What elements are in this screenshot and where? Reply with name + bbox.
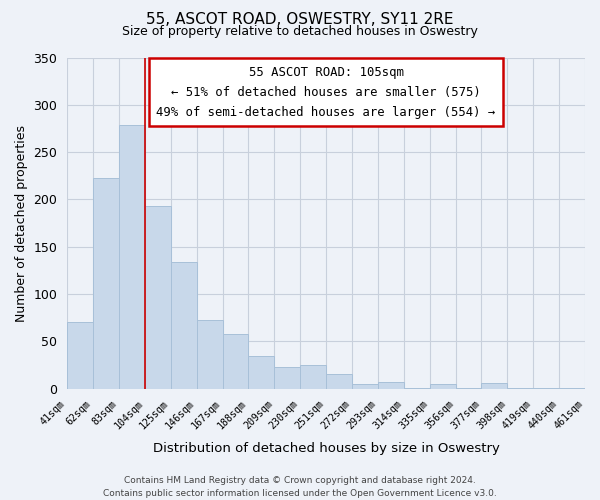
- Bar: [197, 320, 223, 388]
- Text: Size of property relative to detached houses in Oswestry: Size of property relative to detached ho…: [122, 25, 478, 38]
- Bar: [145, 206, 171, 388]
- Bar: [171, 262, 197, 388]
- Bar: [300, 365, 326, 388]
- Bar: [274, 367, 300, 388]
- Text: 55 ASCOT ROAD: 105sqm
← 51% of detached houses are smaller (575)
49% of semi-det: 55 ASCOT ROAD: 105sqm ← 51% of detached …: [157, 66, 496, 119]
- Bar: [248, 356, 274, 388]
- Bar: [378, 382, 404, 388]
- Bar: [93, 178, 119, 388]
- Bar: [430, 384, 455, 388]
- Y-axis label: Number of detached properties: Number of detached properties: [15, 124, 28, 322]
- Bar: [223, 334, 248, 388]
- Text: 55, ASCOT ROAD, OSWESTRY, SY11 2RE: 55, ASCOT ROAD, OSWESTRY, SY11 2RE: [146, 12, 454, 28]
- Text: Contains HM Land Registry data © Crown copyright and database right 2024.
Contai: Contains HM Land Registry data © Crown c…: [103, 476, 497, 498]
- Bar: [352, 384, 378, 388]
- Bar: [119, 124, 145, 388]
- X-axis label: Distribution of detached houses by size in Oswestry: Distribution of detached houses by size …: [152, 442, 500, 455]
- Bar: [481, 383, 508, 388]
- Bar: [326, 374, 352, 388]
- Bar: [67, 322, 93, 388]
